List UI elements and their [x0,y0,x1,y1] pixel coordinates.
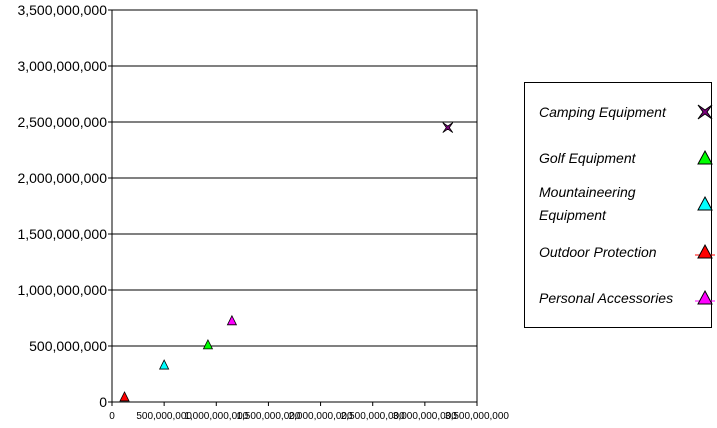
x-tick-label: 1,000,000,000 [184,411,248,422]
star-marker-icon [697,104,713,120]
y-tick-label: 0 [99,394,107,410]
y-tick-label: 2,500,000,000 [17,114,107,130]
triangle-marker-icon [697,195,713,211]
legend-label: Mountaineering Equipment [539,184,636,223]
x-tick-label: 0 [109,411,115,422]
y-tick-label: 1,500,000,000 [17,226,107,242]
data-point-camping-equipment [442,122,454,133]
legend-label: Personal Accessories [539,290,674,306]
x-tick-label: 3,500,000,000 [445,411,509,422]
y-axis-tick-labels: 0 500,000,000 1,000,000,000 1,500,000,000 2,… [17,2,112,410]
triangle-marker-icon [695,243,715,259]
legend-label: Camping Equipment [539,104,666,120]
legend-label: Golf Equipment [539,150,636,166]
y-tick-label: 3,000,000,000 [17,58,107,74]
x-tick-label: 500,000,000 [136,411,192,422]
y-tick-label: 2,000,000,000 [17,170,107,186]
y-tick-label: 1,000,000,000 [17,282,107,298]
x-tick-label: 2,500,000,000 [341,411,405,422]
plot-area [111,9,478,403]
triangle-marker-icon [695,289,715,305]
data-points [119,122,454,402]
x-tick-label: 1,500,000,000 [236,411,300,422]
grid-lines [112,65,477,347]
x-tick-label: 3,000,000,000 [393,411,457,422]
y-tick-label: 3,500,000,000 [17,2,107,18]
x-tick-label: 2,000,000,000 [289,411,353,422]
data-point-outdoor-protection [119,391,130,402]
data-point-golf-equipment [202,338,214,350]
legend-label: Outdoor Protection [539,244,657,260]
legend: Camping Equipment Golf Equipment Mountai… [524,82,715,328]
y-tick-label: 500,000,000 [29,338,107,354]
data-point-mountaineering-equipment [158,359,170,370]
data-point-personal-accessories [226,314,238,326]
x-axis-tick-labels: 0 500,000,0001,000,000,0001,500,000,0002,… [109,402,509,422]
triangle-marker-icon [697,149,713,165]
